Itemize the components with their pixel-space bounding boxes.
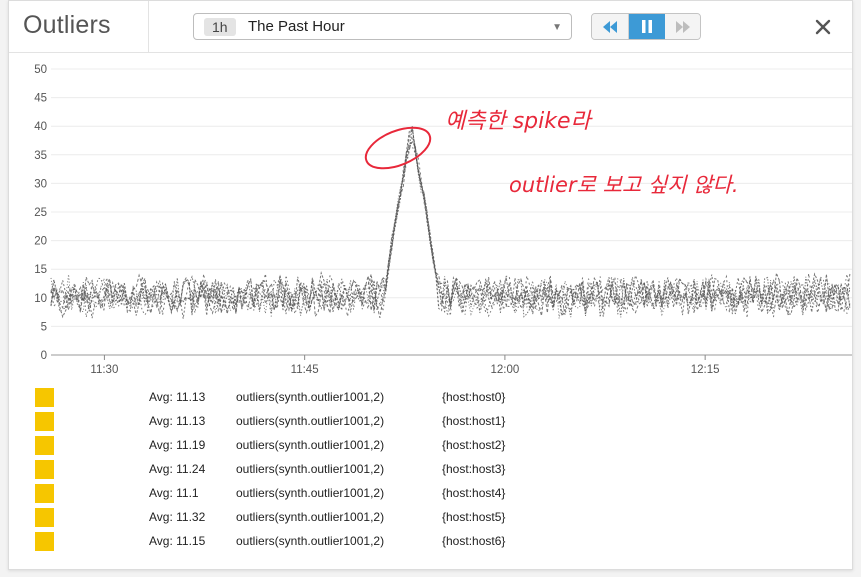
legend-swatch [35, 460, 54, 479]
time-range-label: The Past Hour [248, 18, 345, 35]
x-tick-label: 11:45 [291, 364, 319, 376]
legend-query: outliers(synth.outlier1001,2) [236, 414, 385, 428]
x-tick-label: 12:15 [691, 364, 720, 376]
pause-button[interactable] [629, 14, 666, 39]
y-tick-label: 15 [34, 264, 47, 276]
series-line-host5[interactable] [50, 128, 851, 319]
close-button[interactable] [809, 13, 837, 41]
legend-query: outliers(synth.outlier1001,2) [236, 486, 385, 500]
legend-query: outliers(synth.outlier1001,2) [236, 534, 385, 548]
y-tick-label: 25 [34, 207, 47, 219]
legend-row[interactable]: Avg: 11.13 outliers(synth.outlier1001,2) {… [9, 385, 852, 409]
y-tick-label: 10 [34, 293, 47, 305]
legend-tag: {host:host2} [442, 438, 506, 452]
legend-tag: {host:host3} [442, 462, 506, 476]
legend-avg: Avg: 11.13 [149, 414, 206, 428]
legend-row[interactable]: Avg: 11.15 outliers(synth.outlier1001,2) {… [9, 529, 852, 553]
legend-query: outliers(synth.outlier1001,2) [236, 510, 385, 524]
fast-forward-button[interactable] [665, 14, 700, 39]
pause-icon [642, 20, 652, 33]
legend-avg: Avg: 11.1 [149, 486, 199, 500]
legend-tag: {host:host0} [442, 390, 506, 404]
timeseries-chart[interactable]: 0 5 10 15 20 25 30 35 40 45 50 11:30 11:45 12:00 12:15… [9, 53, 852, 383]
legend-avg: Avg: 11.24 [149, 462, 206, 476]
series-line-host4[interactable] [50, 141, 851, 319]
annotation-text-line2: outlier로 보고 싶지 않다. [509, 173, 739, 197]
y-tick-label: 20 [34, 236, 47, 248]
y-tick-label: 0 [41, 350, 47, 362]
legend-avg: Avg: 11.19 [149, 438, 206, 452]
annotation-text-line1: 예측한 spike라 [445, 109, 594, 134]
time-range-badge: 1h [204, 18, 236, 36]
series-line-host2[interactable] [50, 126, 851, 319]
y-tick-label: 45 [34, 93, 47, 105]
caret-down-icon: ▼ [552, 22, 562, 33]
legend-row[interactable]: Avg: 11.13 outliers(synth.outlier1001,2) {… [9, 409, 852, 433]
outliers-panel: Outliers 1h The Past Hour ▼ [8, 0, 853, 570]
rewind-button[interactable] [592, 14, 629, 39]
legend-avg: Avg: 11.32 [149, 510, 206, 524]
legend-tag: {host:host4} [442, 486, 506, 500]
series-line-host0[interactable] [50, 140, 851, 319]
header-divider [148, 1, 149, 52]
legend-row[interactable]: Avg: 11.32 outliers(synth.outlier1001,2) {… [9, 505, 852, 529]
legend-row[interactable]: Avg: 11.19 outliers(synth.outlier1001,2) {… [9, 433, 852, 457]
close-icon [815, 19, 831, 35]
legend-swatch [35, 532, 54, 551]
time-range-select[interactable]: 1h The Past Hour ▼ [193, 13, 572, 40]
fast-forward-icon [676, 20, 690, 33]
legend-query: outliers(synth.outlier1001,2) [236, 438, 385, 452]
legend-tag: {host:host6} [442, 534, 506, 548]
y-tick-label: 40 [34, 121, 47, 133]
legend-swatch [35, 412, 54, 431]
y-tick-label: 30 [34, 178, 47, 190]
series-line-host6[interactable] [50, 126, 851, 318]
legend-query: outliers(synth.outlier1001,2) [236, 390, 385, 404]
y-tick-label: 5 [41, 321, 47, 333]
legend-tag: {host:host5} [442, 510, 506, 524]
series-line-host1[interactable] [50, 143, 851, 318]
rewind-icon [603, 20, 617, 33]
legend-swatch [35, 436, 54, 455]
legend-avg: Avg: 11.13 [149, 390, 206, 404]
playback-controls [591, 13, 701, 40]
legend-row[interactable]: Avg: 11.1 outliers(synth.outlier1001,2) {h… [9, 481, 852, 505]
panel-title: Outliers [23, 11, 111, 39]
legend-swatch [35, 508, 54, 527]
y-tick-label: 50 [34, 64, 47, 76]
legend-swatch [35, 484, 54, 503]
legend-query: outliers(synth.outlier1001,2) [236, 462, 385, 476]
series-line-host3[interactable] [50, 136, 851, 318]
legend-row[interactable]: Avg: 11.24 outliers(synth.outlier1001,2) {… [9, 457, 852, 481]
legend-tag: {host:host1} [442, 414, 506, 428]
legend-swatch [35, 388, 54, 407]
y-tick-label: 35 [34, 150, 47, 162]
legend-avg: Avg: 11.15 [149, 534, 206, 548]
chart-svg: 0 5 10 15 20 25 30 35 40 45 50 11:30 11:45 12:00 12:15… [34, 64, 852, 376]
annotation-circle [364, 126, 432, 170]
panel-header: Outliers 1h The Past Hour ▼ [9, 1, 852, 53]
x-tick-label: 12:00 [491, 364, 520, 376]
x-tick-label: 11:30 [90, 364, 118, 376]
